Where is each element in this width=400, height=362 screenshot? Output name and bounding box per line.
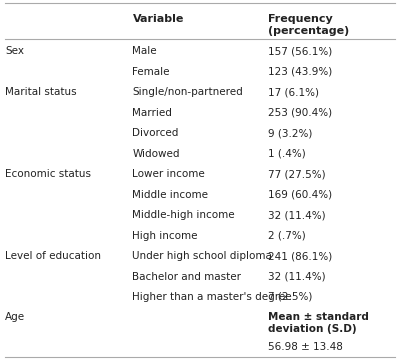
Text: Variable: Variable <box>132 14 184 24</box>
Text: 123 (43.9%): 123 (43.9%) <box>268 67 332 77</box>
Text: 17 (6.1%): 17 (6.1%) <box>268 87 318 97</box>
Text: Female: Female <box>132 67 170 77</box>
Text: 32 (11.4%): 32 (11.4%) <box>268 210 325 220</box>
Text: 56.98 ± 13.48: 56.98 ± 13.48 <box>268 342 342 352</box>
Text: Under high school diploma: Under high school diploma <box>132 251 272 261</box>
Text: 77 (27.5%): 77 (27.5%) <box>268 169 325 179</box>
Text: Widowed: Widowed <box>132 149 180 159</box>
Text: 1 (.4%): 1 (.4%) <box>268 149 305 159</box>
Text: High income: High income <box>132 231 198 241</box>
Text: 253 (90.4%): 253 (90.4%) <box>268 108 332 118</box>
Text: 9 (3.2%): 9 (3.2%) <box>268 128 312 138</box>
Text: Marital status: Marital status <box>5 87 77 97</box>
Text: Economic status: Economic status <box>5 169 91 179</box>
Text: Age: Age <box>5 312 26 323</box>
Text: Middle income: Middle income <box>132 190 208 199</box>
Text: Male: Male <box>132 46 157 56</box>
Text: Sex: Sex <box>5 46 24 56</box>
Text: Lower income: Lower income <box>132 169 205 179</box>
Text: Level of education: Level of education <box>5 251 101 261</box>
Text: Divorced: Divorced <box>132 128 179 138</box>
Text: 169 (60.4%): 169 (60.4%) <box>268 190 332 199</box>
Text: 241 (86.1%): 241 (86.1%) <box>268 251 332 261</box>
Text: 2 (.7%): 2 (.7%) <box>268 231 305 241</box>
Text: 7 (2.5%): 7 (2.5%) <box>268 292 312 302</box>
Text: Mean ± standard
deviation (S.D): Mean ± standard deviation (S.D) <box>268 312 368 334</box>
Text: Bachelor and master: Bachelor and master <box>132 272 242 282</box>
Text: Married: Married <box>132 108 172 118</box>
Text: Frequency
(percentage): Frequency (percentage) <box>268 14 349 35</box>
Text: 157 (56.1%): 157 (56.1%) <box>268 46 332 56</box>
Text: Middle-high income: Middle-high income <box>132 210 235 220</box>
Text: 32 (11.4%): 32 (11.4%) <box>268 272 325 282</box>
Text: Higher than a master's degree: Higher than a master's degree <box>132 292 292 302</box>
Text: Single/non-partnered: Single/non-partnered <box>132 87 243 97</box>
